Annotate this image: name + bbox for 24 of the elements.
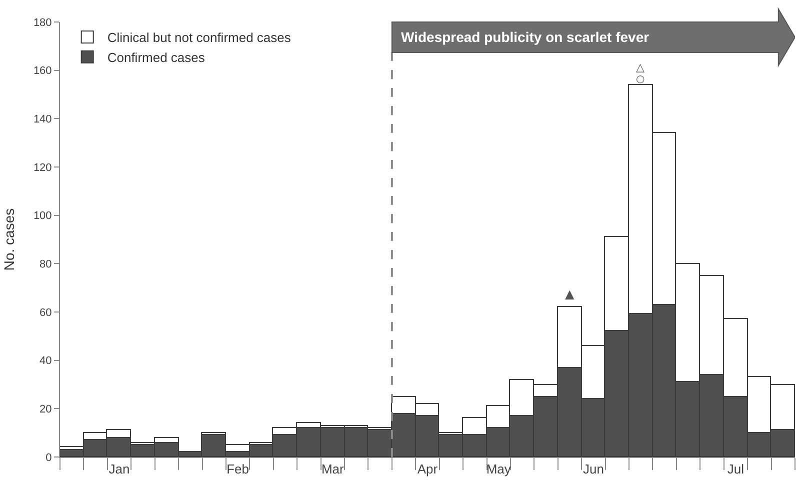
y-tick-label: 120 (33, 162, 52, 174)
annotation: △ (636, 61, 645, 74)
x-tick-label: Apr (417, 462, 438, 477)
y-tick-label: 20 (40, 404, 52, 416)
x-tick-label: Jan (108, 462, 130, 477)
y-tick-label: 0 (46, 452, 52, 464)
y-tick-label: 40 (40, 355, 52, 368)
x-tick-label: Jul (727, 462, 744, 477)
x-tick-label: Mar (321, 462, 345, 477)
y-axis-title: No. cases (1, 208, 18, 271)
annotation: Widespread publicity on scarlet fever (401, 29, 650, 45)
annotation: ▲ (565, 287, 575, 301)
x-tick-label: Feb (226, 462, 250, 477)
y-tick-label: 180 (33, 16, 52, 29)
annotation: ○ (636, 74, 645, 85)
y-tick-label: 80 (40, 258, 52, 271)
y-tick-label: 140 (33, 114, 52, 126)
x-tick-label: May (486, 462, 512, 477)
legend-label: Confirmed cases (107, 50, 206, 65)
x-tick-label: Jun (582, 462, 604, 477)
legend-label: Clinical but not confirmed cases (107, 30, 292, 46)
y-tick-label: 60 (40, 306, 52, 319)
y-tick-label: 160 (33, 65, 52, 78)
y-tick-label: 100 (33, 210, 52, 222)
